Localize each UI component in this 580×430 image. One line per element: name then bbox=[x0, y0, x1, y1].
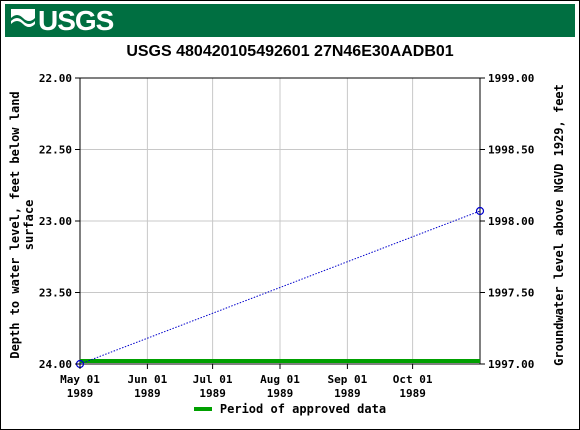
right-tick-label: 1997.00 bbox=[488, 358, 534, 371]
data-point bbox=[475, 206, 485, 216]
right-tick-label: 1999.00 bbox=[488, 72, 534, 85]
left-tick-label: 22.50 bbox=[39, 144, 72, 157]
x-tick-label: May 01 bbox=[60, 373, 100, 386]
x-tick-year: 1989 bbox=[199, 387, 226, 400]
usgs-wave-icon bbox=[11, 8, 35, 33]
series-line bbox=[79, 210, 481, 365]
x-tick-year: 1989 bbox=[67, 387, 94, 400]
legend-swatch-approved bbox=[193, 407, 212, 411]
left-axis-label-line1: Depth to water level, feet below land bbox=[8, 91, 22, 358]
x-tick-year: 1989 bbox=[334, 387, 361, 400]
right-tick-label: 1998.50 bbox=[488, 144, 534, 157]
x-tick-label: Aug 01 bbox=[260, 373, 300, 386]
approved-period-layer bbox=[80, 359, 480, 363]
x-tick-label: Jul 01 bbox=[193, 373, 233, 386]
x-tick-label: Jun 01 bbox=[128, 373, 168, 386]
left-axis-ticks: 22.00 22.50 23.00 23.50 24.00 bbox=[39, 72, 80, 371]
right-tick-label: 1997.50 bbox=[488, 287, 534, 300]
usgs-banner: USGS bbox=[5, 4, 575, 37]
x-tick-year: 1989 bbox=[267, 387, 294, 400]
left-tick-label: 24.00 bbox=[39, 358, 72, 371]
usgs-logo-text: USGS bbox=[38, 5, 114, 36]
chart-title: USGS 480420105492601 27N46E30AADB01 bbox=[126, 43, 454, 60]
right-tick-label: 1998.00 bbox=[488, 215, 534, 228]
right-axis-label: Groundwater level above NGVD 1929, feet bbox=[552, 84, 566, 366]
x-tick-year: 1989 bbox=[134, 387, 161, 400]
left-tick-label: 23.00 bbox=[39, 215, 72, 228]
left-tick-label: 23.50 bbox=[39, 287, 72, 300]
right-axis-ticks: 1999.00 1998.50 1998.00 1997.50 1997.00 bbox=[480, 72, 534, 371]
usgs-logo[interactable]: USGS bbox=[11, 5, 114, 36]
x-tick-year: 1989 bbox=[399, 387, 426, 400]
legend: Period of approved data bbox=[0, 402, 580, 416]
left-axis-label-line2: surface bbox=[22, 200, 36, 251]
left-tick-label: 22.00 bbox=[39, 72, 72, 85]
gridlines bbox=[80, 78, 480, 364]
x-tick-label: Oct 01 bbox=[393, 373, 433, 386]
x-tick-label: Sep 01 bbox=[328, 373, 368, 386]
legend-label-approved: Period of approved data bbox=[219, 402, 387, 416]
approved-period-bar bbox=[80, 359, 480, 363]
